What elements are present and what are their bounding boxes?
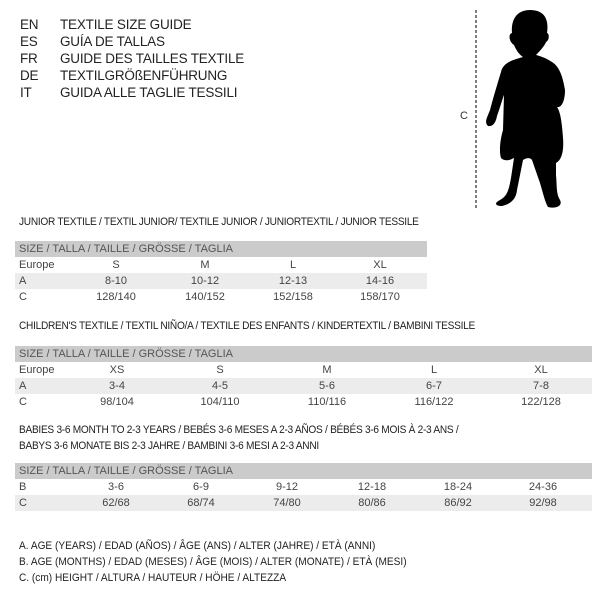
cell: 5-6 — [319, 380, 335, 392]
cell: S — [216, 364, 224, 376]
table-row: A 3-4 4-5 5-6 6-7 7-8 — [15, 378, 592, 394]
row-label: A — [19, 275, 27, 287]
babies-heading-line2: BABYS 3-6 MONATE BIS 2-3 JAHRE / BAMBINI… — [19, 440, 319, 452]
lang-title: TEXTILE SIZE GUIDE — [60, 17, 192, 32]
legend: A. AGE (YEARS) / EDAD (AÑOS) / ÂGE (ANS)… — [19, 538, 407, 586]
lang-title: TEXTILGRÖßENFÜHRUNG — [60, 68, 228, 83]
table-header: SIZE / TALLA / TAILLE / GRÖSSE / TAGLIA — [15, 463, 592, 479]
cell: 9-12 — [275, 481, 299, 493]
cell: 98/104 — [100, 396, 134, 408]
row-label: A — [19, 380, 27, 392]
junior-size-table: SIZE / TALLA / TAILLE / GRÖSSE / TAGLIA … — [15, 241, 427, 305]
table-header: SIZE / TALLA / TAILLE / GRÖSSE / TAGLIA — [15, 346, 592, 362]
babies-heading-line1: BABIES 3-6 MONTH TO 2-3 YEARS / BEBÉS 3-… — [19, 424, 459, 436]
cell: 86/92 — [444, 497, 472, 509]
children-size-table: SIZE / TALLA / TAILLE / GRÖSSE / TAGLIA … — [15, 346, 592, 410]
cell: 68/74 — [187, 497, 215, 509]
cell: 122/128 — [521, 396, 561, 408]
lang-title: GUIDE DES TAILLES TEXTILE — [60, 51, 245, 66]
header-label: SIZE / TALLA / TAILLE / GRÖSSE / TAGLIA — [19, 465, 233, 477]
cell: XL — [373, 259, 387, 271]
lang-code: DE — [20, 68, 39, 83]
legend-a: A. AGE (YEARS) / EDAD (AÑOS) / ÂGE (ANS)… — [19, 540, 376, 552]
lang-code: IT — [20, 85, 32, 100]
cell: XS — [109, 364, 125, 376]
junior-heading: JUNIOR TEXTILE / TEXTIL JUNIOR/ TEXTILE … — [19, 216, 419, 228]
lang-code: EN — [20, 17, 39, 32]
cell: 24-36 — [528, 481, 558, 493]
children-heading: CHILDREN'S TEXTILE / TEXTIL NIÑO/A / TEX… — [19, 320, 475, 332]
cell: 14-16 — [365, 275, 395, 287]
table-row: Europe XS S M L XL — [15, 362, 592, 378]
language-list: EN TEXTILE SIZE GUIDE ES GUÍA DE TALLAS FR… — [20, 16, 320, 106]
cell: 6-9 — [193, 481, 209, 493]
lang-title: GUÍA DE TALLAS — [60, 34, 165, 49]
child-silhouette-icon — [486, 10, 565, 208]
babies-size-table: SIZE / TALLA / TAILLE / GRÖSSE / TAGLIA … — [15, 463, 592, 511]
cell: 12-13 — [278, 275, 308, 287]
table-row: A 8-10 10-12 12-13 14-16 — [15, 273, 427, 289]
lang-code: ES — [20, 34, 38, 49]
row-label: Europe — [19, 364, 55, 376]
cell: XL — [534, 364, 548, 376]
cell: 3-6 — [108, 481, 124, 493]
cell: 62/68 — [102, 497, 130, 509]
table-row: Europe S M L XL — [15, 257, 427, 273]
cell: 8-10 — [104, 275, 128, 287]
cell: 4-5 — [212, 380, 228, 392]
cell: L — [289, 259, 297, 271]
cell: 92/98 — [529, 497, 557, 509]
cell: 152/158 — [273, 291, 313, 303]
header-label: SIZE / TALLA / TAILLE / GRÖSSE / TAGLIA — [19, 243, 233, 255]
row-label: Europe — [19, 259, 55, 271]
cell: M — [200, 259, 210, 271]
cell: 110/116 — [307, 396, 347, 408]
row-label: C — [19, 396, 27, 408]
row-label: C — [19, 291, 27, 303]
cell: 128/140 — [96, 291, 136, 303]
cell: 74/80 — [273, 497, 301, 509]
table-header: SIZE / TALLA / TAILLE / GRÖSSE / TAGLIA — [15, 241, 427, 257]
table-row: C 98/104 104/110 110/116 116/122 122/128 — [15, 394, 592, 410]
child-silhouette-figure: C — [460, 10, 565, 208]
table-row: C 128/140 140/152 152/158 158/170 — [15, 289, 427, 305]
cell: 116/122 — [414, 396, 454, 408]
legend-c: C. (cm) HEIGHT / ALTURA / HAUTEUR / HÖHE… — [19, 572, 287, 584]
cell: L — [430, 364, 438, 376]
cell: 18-24 — [443, 481, 473, 493]
cell: 140/152 — [185, 291, 225, 303]
cell: 104/110 — [200, 396, 240, 408]
cell: 10-12 — [190, 275, 220, 287]
table-row: B 3-6 6-9 9-12 12-18 18-24 24-36 — [15, 479, 592, 495]
cell: 80/86 — [358, 497, 386, 509]
header-label: SIZE / TALLA / TAILLE / GRÖSSE / TAGLIA — [19, 348, 233, 360]
cell: 7-8 — [533, 380, 549, 392]
measure-label-c: C — [460, 110, 468, 122]
lang-title: GUIDA ALLE TAGLIE TESSILI — [60, 85, 238, 100]
table-row: C 62/68 68/74 74/80 80/86 86/92 92/98 — [15, 495, 592, 511]
cell: 3-4 — [109, 380, 125, 392]
cell: 6-7 — [426, 380, 442, 392]
cell: 12-18 — [357, 481, 387, 493]
lang-code: FR — [20, 51, 38, 66]
cell: S — [112, 259, 120, 271]
legend-b: B. AGE (MONTHS) / EDAD (MESES) / ÂGE (MO… — [19, 556, 407, 568]
cell: 158/170 — [360, 291, 400, 303]
row-label: B — [19, 481, 27, 493]
cell: M — [322, 364, 332, 376]
row-label: C — [19, 497, 27, 509]
